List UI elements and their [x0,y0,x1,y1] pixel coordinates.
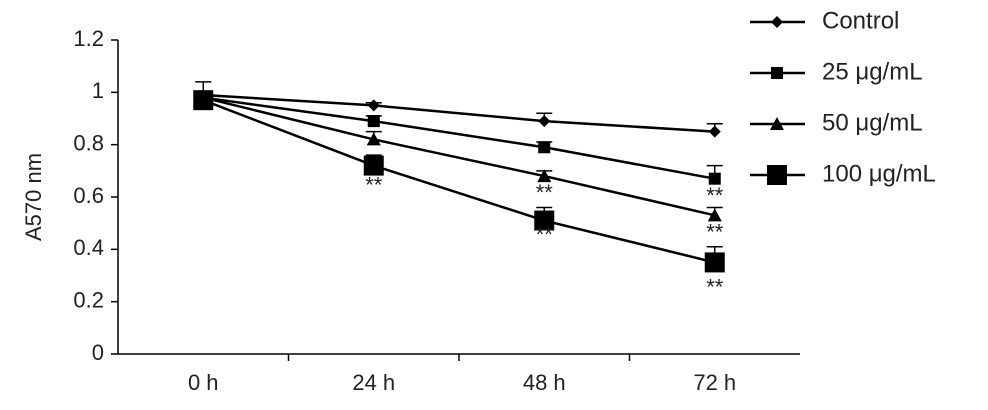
legend-marker [770,117,784,130]
y-tick-label: 0.4 [73,235,104,260]
x-tick-label: 72 h [693,370,736,395]
data-point [708,125,721,138]
annotation: ** [536,222,554,247]
data-point [366,132,381,146]
annotation: ** [706,219,724,244]
data-point [193,90,214,111]
x-tick-label: 24 h [352,370,395,395]
series-line [203,96,715,180]
series-line [202,99,716,264]
legend-label: 100 μg/mL [822,160,936,187]
series-line [203,93,715,133]
legend-label: 50 μg/mL [822,109,923,136]
data-point [537,169,552,183]
data-point [707,208,722,222]
data-point [367,115,380,128]
data-point [367,99,380,112]
data-point [363,155,384,176]
y-tick-label: 0.6 [73,183,104,208]
legend-marker [771,67,783,79]
y-tick-label: 0.2 [73,287,104,312]
legend-label: Control [822,7,899,34]
legend-label: 25 μg/mL [822,58,923,85]
annotation: ** [706,183,724,208]
legend-marker [767,165,787,185]
y-tick-label: 0 [92,340,104,365]
data-point [704,252,725,273]
annotation: ** [365,172,383,197]
y-axis-label: A570 nm [21,153,46,241]
y-tick-label: 1.2 [73,26,104,51]
x-tick-label: 0 h [188,370,219,395]
y-tick-label: 0.8 [73,130,104,155]
annotation: ** [706,274,724,299]
data-point [708,172,721,185]
data-point [538,115,551,128]
legend-marker [771,16,783,28]
y-tick-label: 1 [92,78,104,103]
data-point [538,141,551,154]
x-tick-label: 48 h [523,370,566,395]
series-line [202,96,716,217]
annotation: ** [536,180,554,205]
data-point [534,210,555,231]
